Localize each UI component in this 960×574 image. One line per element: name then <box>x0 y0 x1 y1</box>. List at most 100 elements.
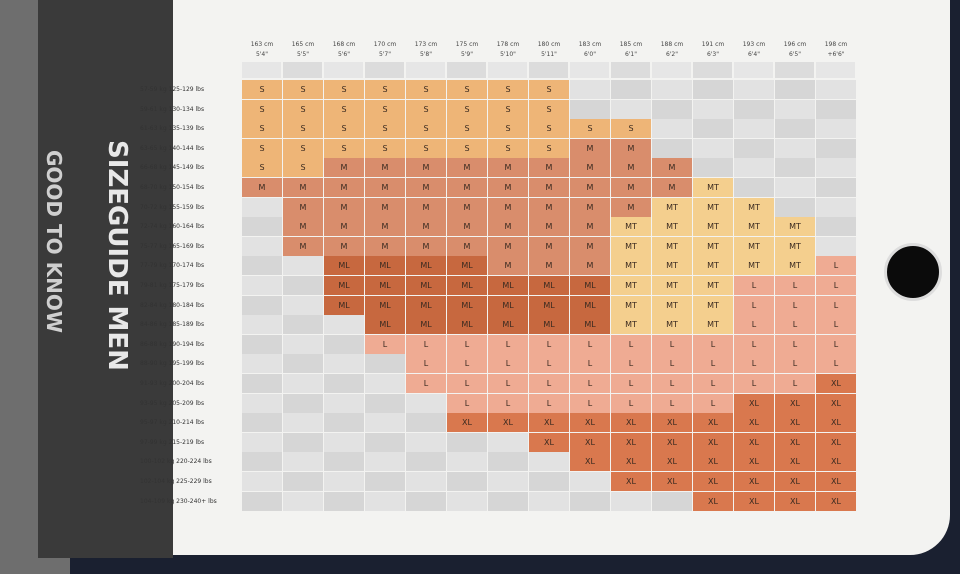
size-cell: XL <box>816 374 856 393</box>
size-cell: S <box>365 119 405 139</box>
size-cell: M <box>406 158 446 178</box>
header-cm: 183 cm <box>578 41 602 48</box>
size-cell: L <box>406 334 446 354</box>
size-cell: M <box>447 236 487 256</box>
size-cell: M <box>488 236 528 256</box>
header-cm: 196 cm <box>783 41 807 48</box>
size-cell: XL <box>652 452 692 472</box>
empty-cell <box>242 276 282 295</box>
size-cell: M <box>242 178 282 197</box>
header-band <box>283 62 322 78</box>
header-band <box>324 62 363 78</box>
size-cell: ML <box>324 256 364 276</box>
size-cell: XL <box>693 472 733 491</box>
empty-cell <box>242 472 282 491</box>
empty-cell <box>324 315 364 335</box>
row-label: 77-79 kg 170-174 lbs <box>140 262 205 270</box>
size-cell: MT <box>693 276 733 295</box>
size-cell: XL <box>529 413 569 433</box>
size-cell: S <box>283 158 323 178</box>
empty-cell <box>365 374 405 393</box>
empty-cell <box>693 119 733 139</box>
header-ft: 5'10" <box>500 51 516 58</box>
empty-cell <box>365 472 405 491</box>
size-cell: ML <box>406 256 446 276</box>
size-cell: XL <box>611 472 651 491</box>
column-header: 191 cm 6'3" <box>693 40 733 60</box>
empty-cell <box>734 119 774 139</box>
empty-cell <box>734 99 774 119</box>
size-cell: L <box>734 374 774 393</box>
size-cell: XL <box>570 452 610 472</box>
header-band <box>529 62 568 78</box>
empty-cell <box>242 256 282 276</box>
header-cm: 168 cm <box>332 41 356 48</box>
empty-cell <box>734 80 774 99</box>
empty-cell <box>529 452 569 472</box>
empty-cell <box>447 452 487 472</box>
size-cell: XL <box>611 432 651 452</box>
empty-cell <box>734 138 774 158</box>
size-cell: L <box>693 374 733 393</box>
size-cell: S <box>406 80 446 99</box>
size-cell: L <box>652 334 692 354</box>
empty-cell <box>775 178 815 197</box>
empty-cell <box>693 158 733 178</box>
size-cell: XL <box>611 452 651 472</box>
size-cell: S <box>324 99 364 119</box>
main-title: SIZEGUIDE MEN <box>102 140 132 371</box>
header-ft: 5'8" <box>419 51 433 58</box>
size-cell: L <box>816 354 856 374</box>
size-cell: M <box>488 158 528 178</box>
size-cell: XL <box>775 432 815 452</box>
size-cell: MT <box>611 256 651 276</box>
empty-cell <box>324 472 364 491</box>
size-cell: L <box>775 295 815 315</box>
size-cell: XL <box>816 452 856 472</box>
header-ft: 5'7" <box>378 51 392 58</box>
empty-cell <box>611 99 651 119</box>
size-cell: S <box>488 99 528 119</box>
empty-cell <box>242 452 282 472</box>
header-ft: 6'1" <box>624 51 638 58</box>
header-cm: 178 cm <box>496 41 520 48</box>
header-cm: 188 cm <box>660 41 684 48</box>
header-band <box>488 62 527 78</box>
empty-cell <box>570 472 610 491</box>
size-cell: L <box>365 334 405 354</box>
size-cell: M <box>447 178 487 197</box>
empty-cell <box>816 236 856 256</box>
empty-cell <box>283 413 323 433</box>
empty-cell <box>488 472 528 491</box>
size-cell: L <box>447 374 487 393</box>
empty-cell <box>324 432 364 452</box>
row-label: 86-88 kg 190-194 lbs <box>140 340 205 348</box>
size-cell: ML <box>324 276 364 295</box>
size-cell: S <box>365 99 405 119</box>
empty-cell <box>242 432 282 452</box>
empty-cell <box>242 197 282 217</box>
size-cell: L <box>816 295 856 315</box>
size-cell: XL <box>816 472 856 491</box>
empty-cell <box>816 158 856 178</box>
row-label: 88-90 kg 195-199 lbs <box>140 360 205 368</box>
header-cm: 185 cm <box>619 41 643 48</box>
row-label: 75-77 kg 165-169 lbs <box>140 242 205 250</box>
size-cell: S <box>447 99 487 119</box>
size-cell: MT <box>652 197 692 217</box>
size-cell: S <box>406 138 446 158</box>
empty-cell <box>775 99 815 119</box>
header-band <box>775 62 814 78</box>
size-cell: S <box>447 80 487 99</box>
empty-cell <box>406 393 446 413</box>
size-cell: L <box>652 393 692 413</box>
size-cell: M <box>283 197 323 217</box>
header-ft: 5'11" <box>541 51 557 58</box>
empty-cell <box>652 138 692 158</box>
empty-cell <box>570 80 610 99</box>
size-cell: MT <box>693 178 733 197</box>
header-cm: 180 cm <box>537 41 561 48</box>
column-header: 173 cm 5'8" <box>406 40 446 60</box>
size-cell: L <box>611 354 651 374</box>
empty-cell <box>242 315 282 335</box>
